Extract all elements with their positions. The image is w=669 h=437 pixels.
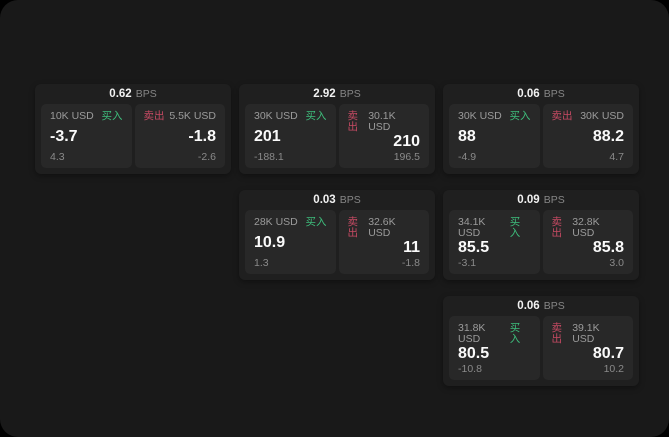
sell-panel[interactable]: 卖出 5.5K USD -1.8 -2.6 xyxy=(134,104,225,168)
sell-delta: 10.2 xyxy=(603,362,624,375)
spread-bps-value: 0.09 xyxy=(517,194,540,206)
sell-price: 11 xyxy=(403,238,420,256)
sell-price: 80.7 xyxy=(592,344,624,362)
sell-amount: 32.8K USD xyxy=(572,216,600,239)
buy-amount: 34.1K USD xyxy=(458,216,486,239)
card-body: 30K USD 买入 88 -4.9 卖出 30K USD 88.2 4.7 xyxy=(443,104,639,168)
card-body: 34.1K USD 买入 85.5 -3.1 卖出 32.8K USD 85.8… xyxy=(443,210,639,274)
buy-amount: 28K USD xyxy=(254,216,298,228)
buy-price: 88 xyxy=(458,127,476,145)
card-header: 0.09 BPS xyxy=(443,190,639,210)
sell-delta: -1.8 xyxy=(401,256,420,269)
buy-side-label: 买入 xyxy=(509,216,521,239)
buy-amount: 30K USD xyxy=(458,110,502,122)
card-header: 2.92 BPS xyxy=(239,84,435,104)
spread-bps-value: 2.92 xyxy=(313,88,336,100)
buy-panel[interactable]: 28K USD 买入 10.9 1.3 xyxy=(245,210,336,274)
buy-price: 80.5 xyxy=(458,344,490,362)
sell-panel[interactable]: 卖出 30.1K USD 210 196.5 xyxy=(338,104,429,168)
buy-panel[interactable]: 30K USD 买入 201 -188.1 xyxy=(245,104,336,168)
card-body: 31.8K USD 买入 80.5 -10.8 卖出 39.1K USD 80.… xyxy=(443,316,639,380)
sell-price: 210 xyxy=(393,132,420,150)
buy-side-label: 买入 xyxy=(305,216,327,228)
spread-bps-value: 0.62 xyxy=(109,88,132,100)
buy-side-label: 买入 xyxy=(509,322,521,345)
buy-panel[interactable]: 30K USD 买入 88 -4.9 xyxy=(449,104,540,168)
spread-bps-unit: BPS xyxy=(543,194,565,206)
quote-card: 0.06 BPS 30K USD 买入 88 -4.9 卖出 30K USD 8… xyxy=(443,84,639,174)
card-header: 0.06 BPS xyxy=(443,84,639,104)
sell-delta: 3.0 xyxy=(609,256,624,269)
buy-delta: -3.1 xyxy=(458,256,477,269)
sell-delta: 196.5 xyxy=(393,150,420,163)
buy-delta: 1.3 xyxy=(254,256,269,269)
spread-bps-unit: BPS xyxy=(543,300,565,312)
buy-side-label: 买入 xyxy=(305,110,327,122)
buy-delta: -4.9 xyxy=(458,150,477,163)
sell-side-label: 卖出 xyxy=(551,322,563,345)
sell-delta: 4.7 xyxy=(609,150,624,163)
buy-price: 201 xyxy=(254,127,281,145)
card-header: 0.03 BPS xyxy=(239,190,435,210)
sell-amount: 30K USD xyxy=(580,110,624,122)
spread-bps-unit: BPS xyxy=(543,88,565,100)
sell-side-label: 卖出 xyxy=(551,110,573,122)
sell-panel[interactable]: 卖出 32.8K USD 85.8 3.0 xyxy=(542,210,633,274)
buy-panel[interactable]: 10K USD 买入 -3.7 4.3 xyxy=(41,104,132,168)
spread-bps-value: 0.06 xyxy=(517,88,540,100)
sell-price: -1.8 xyxy=(188,127,216,145)
spread-bps-value: 0.06 xyxy=(517,300,540,312)
buy-price: -3.7 xyxy=(50,127,78,145)
sell-panel[interactable]: 卖出 32.6K USD 11 -1.8 xyxy=(338,210,429,274)
spread-bps-unit: BPS xyxy=(339,88,361,100)
buy-delta: -188.1 xyxy=(254,150,284,163)
buy-price: 85.5 xyxy=(458,238,490,256)
buy-amount: 31.8K USD xyxy=(458,322,486,345)
card-header: 0.62 BPS xyxy=(35,84,231,104)
card-header: 0.06 BPS xyxy=(443,296,639,316)
sell-amount: 5.5K USD xyxy=(169,110,216,122)
card-body: 28K USD 买入 10.9 1.3 卖出 32.6K USD 11 -1.8 xyxy=(239,210,435,274)
sell-side-label: 卖出 xyxy=(347,216,359,239)
card-body: 30K USD 买入 201 -188.1 卖出 30.1K USD 210 1… xyxy=(239,104,435,168)
buy-delta: -10.8 xyxy=(458,362,482,375)
sell-panel[interactable]: 卖出 39.1K USD 80.7 10.2 xyxy=(542,316,633,380)
sell-price: 88.2 xyxy=(592,127,624,145)
buy-amount: 10K USD xyxy=(50,110,94,122)
buy-delta: 4.3 xyxy=(50,150,65,163)
sell-amount: 39.1K USD xyxy=(572,322,600,345)
sell-amount: 32.6K USD xyxy=(368,216,396,239)
sell-price: 85.8 xyxy=(592,238,624,256)
buy-price: 10.9 xyxy=(254,233,286,251)
sell-side-label: 卖出 xyxy=(143,110,165,122)
sell-side-label: 卖出 xyxy=(347,110,359,133)
buy-side-label: 买入 xyxy=(509,110,531,122)
quote-card: 0.03 BPS 28K USD 买入 10.9 1.3 卖出 32.6K US… xyxy=(239,190,435,280)
sell-delta: -2.6 xyxy=(197,150,216,163)
quote-card: 0.09 BPS 34.1K USD 买入 85.5 -3.1 卖出 32.8K… xyxy=(443,190,639,280)
quote-card: 0.06 BPS 31.8K USD 买入 80.5 -10.8 卖出 39.1… xyxy=(443,296,639,386)
sell-side-label: 卖出 xyxy=(551,216,563,239)
spread-bps-value: 0.03 xyxy=(313,194,336,206)
spread-bps-unit: BPS xyxy=(339,194,361,206)
buy-amount: 30K USD xyxy=(254,110,298,122)
sell-panel[interactable]: 卖出 30K USD 88.2 4.7 xyxy=(542,104,633,168)
quote-card: 2.92 BPS 30K USD 买入 201 -188.1 卖出 30.1K … xyxy=(239,84,435,174)
card-body: 10K USD 买入 -3.7 4.3 卖出 5.5K USD -1.8 -2.… xyxy=(35,104,231,168)
spread-bps-unit: BPS xyxy=(135,88,157,100)
sell-amount: 30.1K USD xyxy=(368,110,396,133)
quote-card: 0.62 BPS 10K USD 买入 -3.7 4.3 卖出 5.5K USD… xyxy=(35,84,231,174)
buy-side-label: 买入 xyxy=(101,110,123,122)
buy-panel[interactable]: 34.1K USD 买入 85.5 -3.1 xyxy=(449,210,540,274)
buy-panel[interactable]: 31.8K USD 买入 80.5 -10.8 xyxy=(449,316,540,380)
